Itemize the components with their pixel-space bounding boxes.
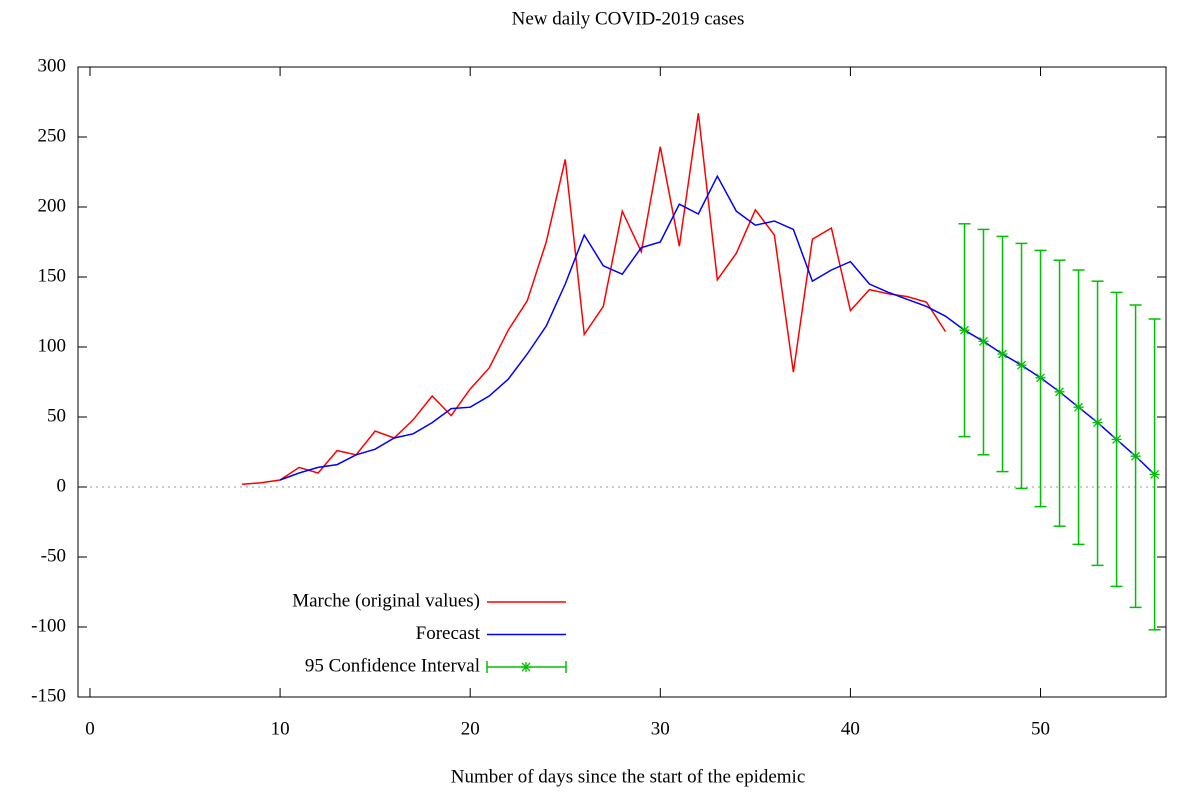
y-tick-label: -150: [31, 685, 66, 706]
y-tick-label: 50: [47, 405, 66, 426]
legend-label: 95 Confidence Interval: [305, 655, 480, 676]
point-marker: [1035, 372, 1046, 383]
point-marker: [1092, 417, 1103, 428]
y-tick-label: 150: [38, 265, 67, 286]
plot-frame: [77, 66, 1167, 698]
y-tick-label: -50: [41, 545, 66, 566]
x-axis-label: Number of days since the start of the ep…: [451, 766, 806, 787]
point-marker: [1111, 434, 1122, 445]
point-marker: [1054, 386, 1065, 397]
y-tick-label: 300: [38, 55, 67, 76]
point-marker: [978, 336, 989, 347]
point-marker: [1073, 402, 1084, 413]
y-tick-label: 200: [38, 195, 67, 216]
x-tick-label: 30: [651, 718, 670, 739]
point-marker: [1016, 360, 1027, 371]
y-tick-label: -100: [31, 615, 66, 636]
legend-label: Forecast: [416, 623, 481, 644]
x-tick-label: 50: [1031, 718, 1050, 739]
series-line: [242, 113, 947, 485]
y-tick-label: 250: [38, 125, 67, 146]
legend-label: Marche (original values): [292, 590, 480, 611]
y-tick-label: 0: [57, 475, 67, 496]
x-tick-label: 40: [841, 718, 860, 739]
point-marker: [1130, 451, 1141, 462]
x-tick-label: 10: [271, 718, 290, 739]
series-line: [279, 174, 1156, 481]
x-tick-label: 20: [461, 718, 480, 739]
y-tick-label: 100: [38, 335, 67, 356]
point-marker: [997, 349, 1008, 359]
point-marker: [521, 662, 531, 672]
x-tick-label: 0: [85, 718, 95, 739]
point-marker: [959, 325, 970, 336]
chart-title: New daily COVID-2019 cases: [512, 8, 745, 29]
point-marker: [1149, 469, 1160, 480]
